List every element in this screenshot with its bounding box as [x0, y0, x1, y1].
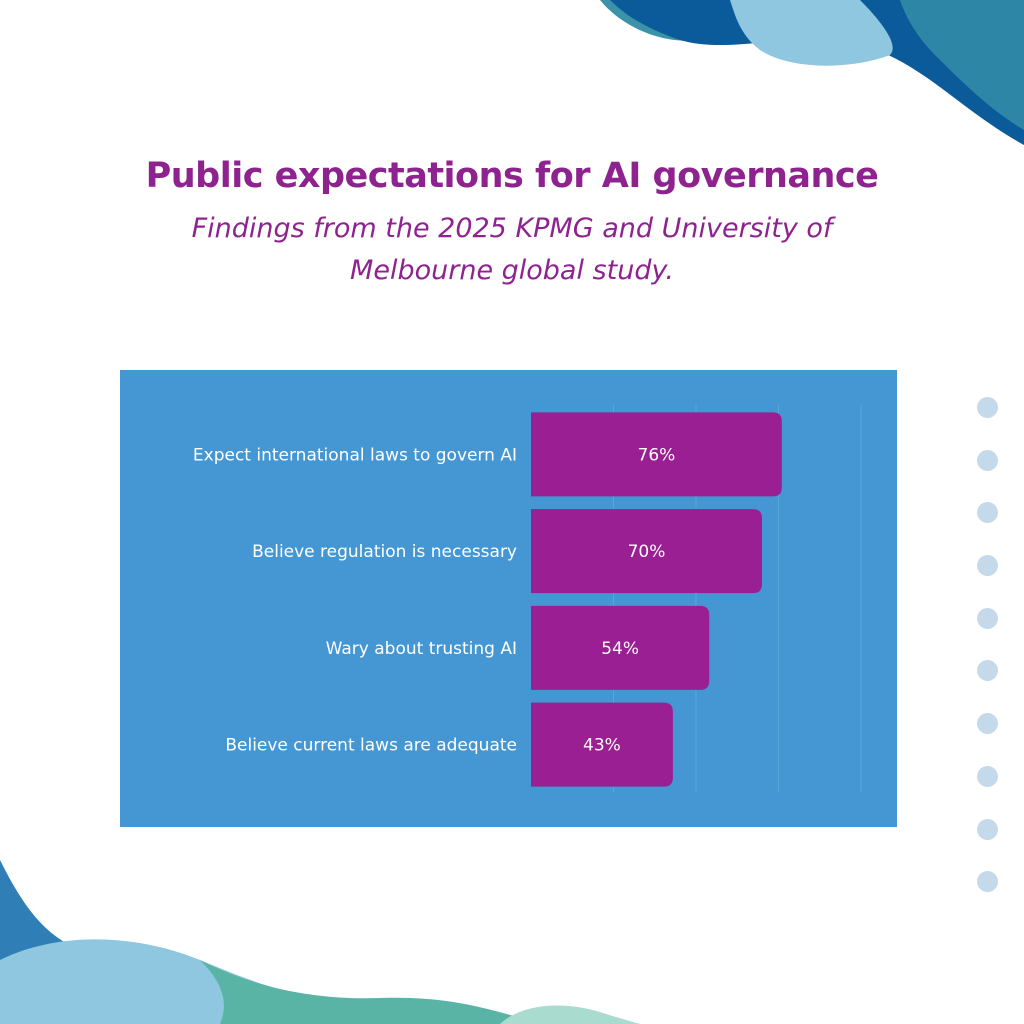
- top-right-wave-light: [730, 0, 893, 66]
- dot: [977, 502, 998, 524]
- bar: [531, 509, 762, 594]
- decorative-dots: [977, 397, 999, 924]
- category-label: Believe current laws are adequate: [225, 736, 517, 756]
- dot: [977, 660, 998, 682]
- bar: [531, 702, 673, 787]
- data-label: 43%: [583, 736, 621, 756]
- page-title: Public expectations for AI governance: [145, 156, 879, 196]
- dot: [977, 555, 998, 577]
- bar: [531, 605, 710, 690]
- dot: [977, 871, 998, 893]
- bar: [531, 412, 782, 497]
- category-label: Expect international laws to govern AI: [193, 445, 517, 465]
- category-label: Wary about trusting AI: [326, 639, 517, 659]
- data-label: 76%: [638, 445, 676, 465]
- dot: [977, 607, 998, 629]
- dot: [977, 818, 998, 840]
- bottom-left-wave-mint: [500, 1005, 640, 1024]
- category-label: Believe regulation is necessary: [252, 542, 517, 562]
- bottom-left-wave-teal: [200, 960, 540, 1024]
- dot: [977, 449, 998, 471]
- bar-chart: Expect international laws to govern AI 76…: [193, 405, 862, 792]
- dot: [977, 765, 998, 787]
- dot: [977, 713, 998, 735]
- data-label: 54%: [601, 639, 639, 659]
- dot: [977, 397, 998, 418]
- page-subtitle: Findings from the 2025 KPMG and Universi…: [191, 213, 833, 286]
- top-right-wave-edge: [900, 0, 1024, 130]
- chart-panel: Expect international laws to govern AI 76…: [120, 370, 897, 827]
- data-label: 70%: [628, 542, 666, 562]
